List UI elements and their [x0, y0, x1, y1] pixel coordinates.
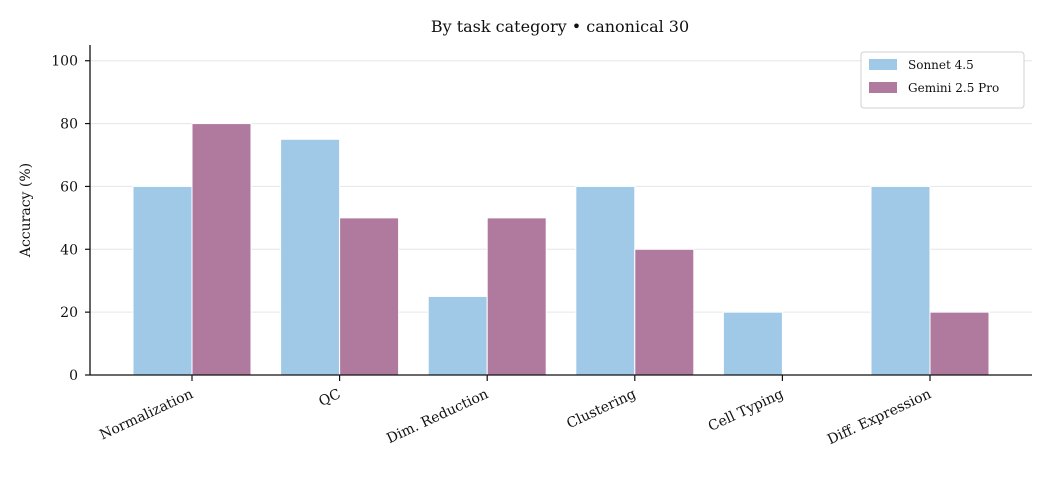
legend-swatch: [869, 82, 897, 93]
y-tick-label: 20: [60, 305, 78, 321]
bar-gemini-2-5-pro-diff-expression: [929, 311, 990, 376]
axes: [89, 45, 1032, 376]
y-axis-ticks: 0 20 40 60 80 100: [51, 54, 90, 384]
y-tick-label: 100: [51, 54, 78, 70]
y-tick-label: 0: [69, 368, 78, 384]
y-tick-label: 80: [60, 117, 78, 133]
bar-sonnet-4-5-diff-expression: [870, 185, 931, 376]
x-tick-label: Clustering: [564, 386, 638, 432]
legend: Sonnet 4.5 Gemini 2.5 Pro: [860, 51, 1025, 109]
bar-sonnet-4-5-qc: [280, 138, 341, 376]
x-axis-ticks: Normalization QC Dim. Reduction Clustering C…: [97, 375, 934, 448]
bar-gemini-2-5-pro-qc: [339, 217, 400, 376]
legend-frame: [860, 51, 1025, 109]
bar-sonnet-4-5-dim-reduction: [427, 295, 488, 376]
x-tick-label: Normalization: [97, 386, 196, 443]
legend-label: Gemini 2.5 Pro: [908, 81, 999, 95]
bar-gemini-2-5-pro-dim-reduction: [486, 217, 547, 376]
x-tick-label: QC: [316, 386, 343, 410]
legend-label: Sonnet 4.5: [908, 58, 974, 72]
y-axis-label: Accuracy (%): [18, 163, 34, 258]
chart-title: By task category • canonical 30: [431, 17, 689, 36]
y-tick-label: 60: [60, 179, 78, 195]
x-tick-label: Diff. Expression: [825, 386, 934, 448]
bar-sonnet-4-5-clustering: [575, 185, 636, 376]
bars: [132, 123, 990, 376]
bar-sonnet-4-5-cell-typing: [722, 311, 783, 376]
x-tick-label: Dim. Reduction: [384, 386, 491, 447]
bar-sonnet-4-5-normalization: [132, 185, 193, 376]
x-tick-label: Cell Typing: [706, 386, 786, 435]
legend-swatch: [869, 59, 897, 70]
bar-gemini-2-5-pro-normalization: [191, 123, 252, 376]
y-tick-label: 40: [60, 242, 78, 258]
bar-gemini-2-5-pro-clustering: [634, 248, 695, 376]
